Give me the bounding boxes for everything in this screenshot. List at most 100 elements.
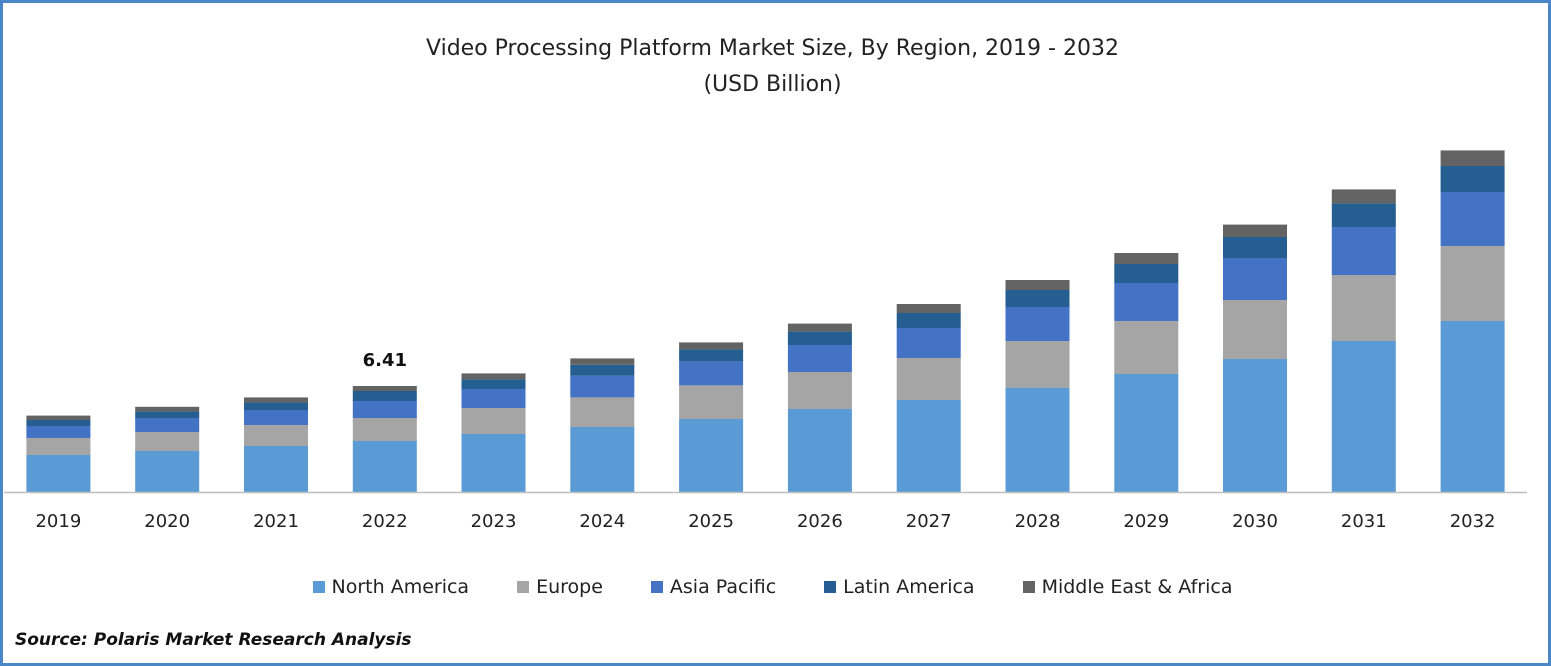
bar-segment-asia-pacific-2031 (1331, 227, 1396, 275)
bar-segment-asia-pacific-2023 (461, 389, 526, 408)
bar-segment-asia-pacific-2028 (1005, 307, 1070, 341)
bar-segment-asia-pacific-2020 (135, 418, 200, 432)
bar-segment-latin-america-2032 (1440, 166, 1505, 192)
x-tick-label-2031: 2031 (1341, 511, 1387, 532)
legend-item-latin-america: Latin America (824, 576, 975, 598)
x-tick-label-2024: 2024 (579, 511, 625, 532)
bar-segment-europe-2024 (570, 397, 635, 427)
bar-segment-middle-east-africa-2020 (135, 406, 200, 412)
bar-segment-middle-east-africa-2027 (896, 304, 961, 313)
x-tick-label-2029: 2029 (1123, 511, 1169, 532)
bar-segment-north-america-2022 (352, 441, 417, 492)
legend-item-middle-east-africa: Middle East & Africa (1022, 576, 1233, 598)
bar-segment-asia-pacific-2024 (570, 375, 635, 398)
bar-segment-middle-east-africa-2028 (1005, 280, 1070, 290)
bar-segment-north-america-2023 (461, 434, 526, 492)
bar-segment-middle-east-africa-2026 (787, 323, 852, 332)
bar-segment-europe-2023 (461, 408, 526, 434)
bar-segment-middle-east-africa-2031 (1331, 189, 1396, 204)
bar-segment-europe-2025 (679, 385, 744, 419)
bar-segment-north-america-2029 (1114, 374, 1179, 492)
bar-segment-asia-pacific-2030 (1223, 258, 1287, 300)
chart-legend: North America Europe Asia Pacific Latin … (0, 576, 1545, 598)
chart-subtitle: (USD Billion) (703, 72, 842, 97)
bar-segment-north-america-2020 (135, 451, 200, 492)
legend-swatch-europe (517, 581, 530, 593)
bar-segment-middle-east-africa-2019 (26, 415, 91, 420)
bar-segment-north-america-2030 (1223, 359, 1287, 492)
legend-label-europe: Europe (536, 576, 603, 598)
stacked-bar-chart: 2019 2020 2021 2022 2023 2024 2025 2026 2027 2028… (4, 150, 1527, 532)
bar-segment-europe-2026 (787, 372, 852, 409)
bar-segment-asia-pacific-2026 (787, 345, 852, 372)
x-tick-label-2022: 2022 (362, 511, 408, 532)
x-tick-label-2023: 2023 (471, 511, 517, 532)
legend-label-asia-pacific: Asia Pacific (669, 576, 777, 598)
bar-segment-middle-east-africa-2029 (1114, 253, 1179, 264)
bar-segment-north-america-2031 (1331, 341, 1396, 492)
legend-swatch-middle-east-africa (1022, 581, 1035, 593)
bar-segment-europe-2019 (26, 438, 91, 455)
legend-swatch-asia-pacific (650, 581, 663, 593)
bar-segment-latin-america-2029 (1114, 264, 1179, 283)
bar-segment-north-america-2021 (244, 446, 308, 492)
bar-segment-middle-east-africa-2032 (1440, 150, 1505, 166)
bar-segment-north-america-2027 (896, 400, 961, 492)
bar-segment-asia-pacific-2032 (1440, 192, 1505, 246)
x-tick-label-2030: 2030 (1232, 511, 1278, 532)
bar-segment-latin-america-2031 (1331, 203, 1396, 227)
bar-segment-europe-2030 (1223, 300, 1287, 359)
bar-segment-north-america-2032 (1440, 321, 1505, 492)
bar-segment-asia-pacific-2022 (352, 401, 417, 418)
bar-segment-middle-east-africa-2030 (1223, 224, 1287, 237)
bar-segment-europe-2028 (1005, 341, 1070, 388)
bar-segment-north-america-2026 (787, 409, 852, 492)
x-tick-label-2027: 2027 (906, 511, 952, 532)
bar-segment-latin-america-2019 (26, 420, 91, 426)
legend-label-latin-america: Latin America (843, 576, 975, 598)
bar-segment-middle-east-africa-2022 (352, 386, 417, 391)
bar-segment-europe-2027 (896, 358, 961, 400)
bar-segment-north-america-2019 (26, 455, 91, 492)
x-tick-label-2028: 2028 (1015, 511, 1061, 532)
bar-segment-latin-america-2028 (1005, 290, 1070, 307)
x-tick-label-2025: 2025 (688, 511, 734, 532)
bar-segment-middle-east-africa-2023 (461, 373, 526, 380)
bar-segment-latin-america-2022 (352, 391, 417, 401)
legend-swatch-north-america (312, 581, 325, 593)
legend-item-north-america: North America (312, 576, 469, 598)
chart-title: Video Processing Platform Market Size, B… (426, 36, 1119, 61)
legend-item-asia-pacific: Asia Pacific (650, 576, 777, 598)
x-tick-label-2032: 2032 (1450, 511, 1496, 532)
bar-segment-asia-pacific-2019 (26, 426, 91, 438)
bar-segment-latin-america-2021 (244, 402, 308, 410)
bar-segment-latin-america-2027 (896, 313, 961, 328)
bar-segment-north-america-2024 (570, 427, 635, 492)
bar-segment-asia-pacific-2027 (896, 328, 961, 358)
bar-segment-europe-2022 (352, 418, 417, 441)
bar-segment-middle-east-africa-2025 (679, 342, 744, 350)
bar-segment-europe-2021 (244, 425, 308, 446)
bar-segment-north-america-2025 (679, 419, 744, 492)
bar-segment-latin-america-2020 (135, 411, 200, 418)
x-tick-label-2026: 2026 (797, 511, 843, 532)
data-label-2022: 6.41 (363, 350, 407, 371)
bar-segment-europe-2020 (135, 432, 200, 451)
x-tick-label-2019: 2019 (35, 511, 81, 532)
bar-segment-asia-pacific-2021 (244, 410, 308, 425)
bar-segment-latin-america-2026 (787, 331, 852, 345)
source-note: Source: Polaris Market Research Analysis (15, 630, 412, 650)
bar-segment-asia-pacific-2025 (679, 361, 744, 386)
bar-segment-latin-america-2023 (461, 379, 526, 389)
bar-segment-latin-america-2025 (679, 349, 744, 362)
bar-segment-europe-2032 (1440, 246, 1505, 321)
bar-segment-latin-america-2024 (570, 364, 635, 376)
bar-segment-europe-2031 (1331, 275, 1396, 341)
legend-label-middle-east-africa: Middle East & Africa (1041, 576, 1233, 598)
legend-swatch-latin-america (824, 581, 837, 593)
bar-segment-asia-pacific-2029 (1114, 283, 1179, 321)
bar-segment-europe-2029 (1114, 321, 1179, 374)
bar-segment-north-america-2028 (1005, 388, 1070, 492)
x-tick-label-2021: 2021 (253, 511, 299, 532)
